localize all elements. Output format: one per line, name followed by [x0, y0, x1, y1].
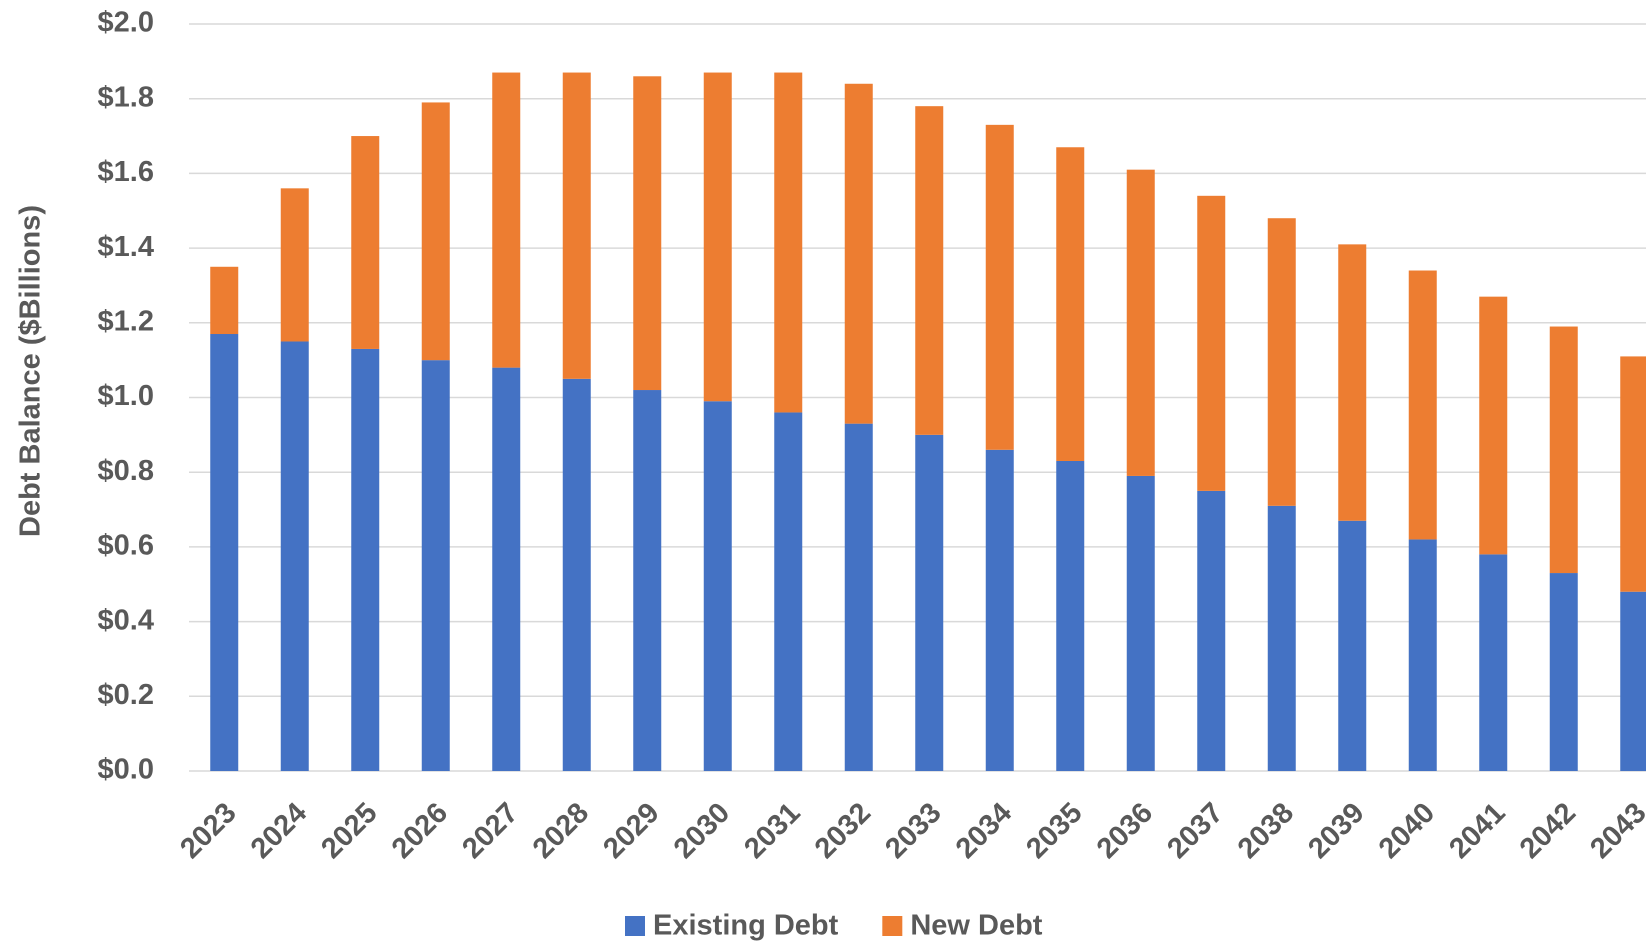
y-tick-label: $0.8: [98, 455, 154, 487]
x-tick-label: 2037: [1161, 797, 1229, 865]
bar-segment: [633, 390, 662, 771]
legend-label: New Debt: [910, 910, 1042, 942]
y-tick-label: $1.4: [98, 231, 154, 263]
x-tick-label: 2040: [1373, 797, 1441, 865]
y-tick-label: $1.2: [98, 305, 154, 337]
y-axis-title: Debt Balance ($Billions): [15, 205, 47, 537]
y-tick-label: $1.8: [98, 81, 154, 113]
bar-segment: [492, 367, 521, 771]
x-tick-label: 2039: [1302, 797, 1370, 865]
x-tick-label: 2042: [1514, 797, 1582, 865]
bar-segment: [1549, 326, 1578, 574]
bar-segment: [985, 449, 1014, 771]
bar-segment: [1408, 539, 1437, 771]
legend-swatch: [625, 916, 645, 936]
y-tick-label: $0.0: [98, 754, 154, 786]
bar-segment: [210, 334, 239, 771]
bar-segment: [1197, 195, 1226, 491]
bar-segment: [1056, 460, 1085, 771]
y-tick-label: $1.0: [98, 380, 154, 412]
bar-segment: [421, 102, 450, 361]
bar-segment: [703, 72, 732, 402]
bar-segment: [1126, 475, 1155, 771]
bar-segment: [1056, 147, 1085, 461]
x-tick-label: 2025: [315, 797, 383, 865]
bar-segment: [1197, 490, 1226, 771]
x-tick-label: 2031: [738, 797, 806, 865]
bar-segment: [1479, 554, 1508, 771]
bar-segment: [562, 378, 591, 771]
bar-segment: [915, 434, 944, 771]
y-tick-label: $0.6: [98, 530, 154, 562]
bar-segment: [1126, 169, 1155, 476]
y-tick-label: $0.4: [98, 604, 154, 636]
bar-segment: [280, 341, 309, 771]
x-tick-label: 2028: [527, 797, 595, 865]
x-tick-label: 2032: [809, 797, 877, 865]
legend-label: Existing Debt: [653, 910, 839, 942]
bar-segment: [1408, 270, 1437, 540]
x-tick-label: 2038: [1232, 797, 1300, 865]
bar-segment: [1620, 591, 1646, 771]
x-tick-label: 2023: [174, 797, 242, 865]
x-tick-label: 2043: [1584, 797, 1646, 865]
x-tick-label: 2024: [245, 797, 313, 865]
bar-segment: [985, 124, 1014, 450]
bar-segment: [280, 188, 309, 342]
bar-segment: [351, 348, 380, 771]
x-tick-label: 2027: [456, 797, 524, 865]
x-tick-label: 2036: [1091, 797, 1159, 865]
bar-segment: [844, 83, 873, 424]
x-tick-label: 2041: [1443, 797, 1511, 865]
bar-segment: [844, 423, 873, 771]
x-tick-label: 2030: [668, 797, 736, 865]
bar-segment: [421, 360, 450, 771]
bar-segment: [915, 106, 944, 435]
bar-segment: [1549, 573, 1578, 771]
bar-segment: [492, 72, 521, 368]
x-tick-label: 2033: [879, 797, 947, 865]
bar-segment: [703, 401, 732, 771]
legend-swatch: [882, 916, 903, 936]
y-tick-label: $0.2: [98, 679, 154, 711]
bar-segment: [774, 412, 803, 771]
bar-segment: [1620, 356, 1646, 592]
bar-segment: [1267, 218, 1296, 506]
x-tick-label: 2034: [950, 797, 1018, 865]
y-tick-label: $1.6: [98, 156, 154, 188]
bar-segment: [633, 76, 662, 391]
x-tick-label: 2026: [386, 797, 454, 865]
bar-segment: [774, 72, 803, 413]
bar-segment: [562, 72, 591, 379]
bar-segment: [1338, 520, 1367, 771]
y-tick-label: $2.0: [98, 7, 154, 39]
bar-segment: [1479, 296, 1508, 555]
bar-segment: [351, 136, 380, 349]
bar-segment: [1338, 244, 1367, 521]
x-tick-label: 2029: [597, 797, 665, 865]
bar-segment: [1267, 505, 1296, 771]
x-tick-label: 2035: [1020, 797, 1088, 865]
bar-segment: [210, 266, 239, 335]
